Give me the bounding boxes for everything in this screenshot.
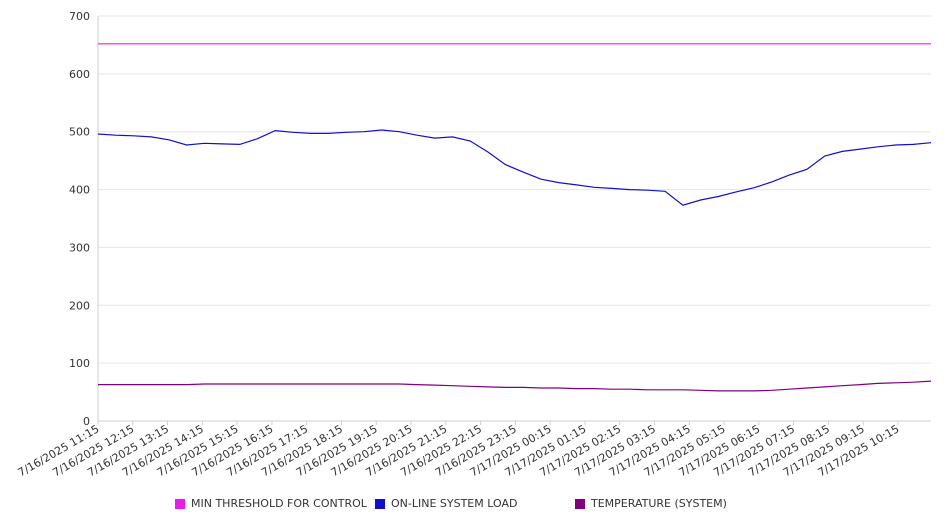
legend-swatch-min-threshold <box>175 498 185 509</box>
y-tick-label: 500 <box>69 126 90 139</box>
legend-item-system-load[interactable]: ON-LINE SYSTEM LOAD <box>375 497 517 510</box>
legend-label-min-threshold: MIN THRESHOLD FOR CONTROL <box>191 497 367 510</box>
series-lines <box>97 43 932 392</box>
y-tick-label: 100 <box>69 357 90 370</box>
y-tick-label: 700 <box>69 10 90 23</box>
y-tick-label: 300 <box>69 241 90 254</box>
legend-swatch-system-load <box>375 498 385 509</box>
legend-item-min-threshold[interactable]: MIN THRESHOLD FOR CONTROL <box>175 497 367 510</box>
x-axis-tick-labels: 7/16/2025 11:157/16/2025 12:157/16/2025 … <box>16 422 902 479</box>
chart-legend: MIN THRESHOLD FOR CONTROL ON-LINE SYSTEM… <box>0 497 946 515</box>
legend-label-system-load: ON-LINE SYSTEM LOAD <box>391 497 518 510</box>
legend-label-temperature: TEMPERATURE (SYSTEM) <box>591 497 727 510</box>
y-tick-label: 200 <box>69 299 90 312</box>
y-tick-label: 0 <box>83 415 90 428</box>
axes <box>97 16 931 425</box>
legend-item-temperature[interactable]: TEMPERATURE (SYSTEM) <box>575 497 727 510</box>
legend-swatch-temperature <box>575 498 585 509</box>
y-tick-label: 400 <box>69 184 90 197</box>
y-tick-label: 600 <box>69 68 90 81</box>
grid-lines <box>98 15 931 422</box>
series-line-2 <box>98 380 932 392</box>
y-axis-tick-labels: 0 100 200 300 400 500 600 700 <box>69 10 90 428</box>
series-line-1 <box>97 129 932 206</box>
